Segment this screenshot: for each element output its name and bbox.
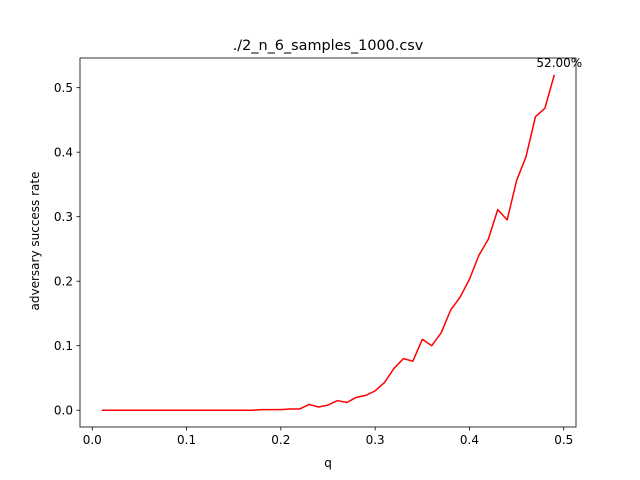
peak-annotation: 52.00% [536, 56, 582, 70]
x-tick-label: 0.5 [554, 433, 573, 447]
chart-title: ./2_n_6_samples_1000.csv [233, 38, 424, 54]
y-tick-label: 0.4 [54, 145, 73, 159]
x-tick-label: 0.4 [460, 433, 479, 447]
y-tick-label: 0.3 [54, 210, 73, 224]
y-tick-label: 0.0 [54, 404, 73, 418]
y-tick-label: 0.5 [54, 81, 73, 95]
y-axis-label: adversary success rate [28, 172, 42, 311]
plot-area: 0.0 0.1 0.2 0.3 0.4 0.5 0.0 0.1 0.2 0.3 0.4 0.5 52.0… [54, 56, 582, 447]
y-tick-label: 0.1 [54, 339, 73, 353]
x-tick-label: 0.3 [366, 433, 385, 447]
axes-frame [79, 57, 577, 428]
series-line-0 [101, 74, 556, 411]
x-tick-label: 0.0 [83, 433, 102, 447]
x-tick-label: 0.1 [177, 433, 196, 447]
x-axis-label: q [324, 456, 332, 470]
y-tick-label: 0.2 [54, 275, 73, 289]
x-tick-label: 0.2 [271, 433, 290, 447]
